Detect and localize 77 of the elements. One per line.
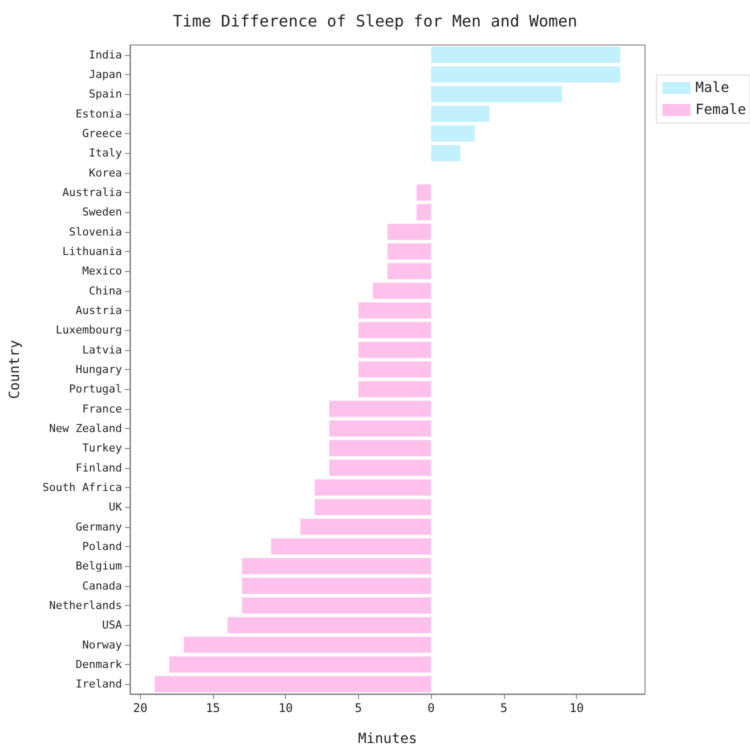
x-tick-label: 0 <box>428 701 435 715</box>
bar <box>271 538 432 555</box>
x-tick-label: 20 <box>132 701 148 715</box>
x-tick-label: 15 <box>206 701 220 715</box>
y-tick-label: Japan <box>88 68 122 81</box>
y-tick-label: Korea <box>88 166 122 180</box>
y-tick-label: Netherlands <box>49 599 122 612</box>
bar <box>416 204 432 220</box>
y-tick-label: Sweden <box>82 206 122 219</box>
x-tick-label: 5 <box>354 701 362 715</box>
bar <box>242 597 432 614</box>
bar <box>184 636 432 653</box>
y-tick-label: France <box>82 402 122 416</box>
y-tick-label: Luxembourg <box>56 324 122 337</box>
bar <box>388 243 432 260</box>
bar <box>154 676 432 692</box>
y-tick-label: Portugal <box>69 382 122 396</box>
bar <box>431 125 475 142</box>
bar <box>329 460 432 476</box>
chart-title: Time Difference of Sleep for Men and Women <box>172 12 578 30</box>
bar <box>431 66 620 83</box>
bar <box>329 400 432 417</box>
bar <box>358 302 432 319</box>
y-tick-label: Slovenia <box>69 225 122 238</box>
y-tick-label: Hungary <box>76 363 122 376</box>
bar <box>242 558 432 574</box>
bar <box>358 361 432 378</box>
bar <box>388 224 432 240</box>
y-tick-label: Canada <box>82 579 122 592</box>
bar <box>431 46 620 63</box>
y-tick-label: China <box>88 284 122 298</box>
y-tick-label: Lithuania <box>62 245 122 258</box>
bar <box>372 282 432 299</box>
x-tick-label: 10 <box>278 701 293 715</box>
y-tick-label: UK <box>108 500 122 514</box>
bar <box>242 578 432 594</box>
bar <box>358 381 432 398</box>
y-tick-label: Belgium <box>76 560 122 573</box>
y-tick-label: Spain <box>88 88 122 101</box>
bar <box>431 86 562 102</box>
y-axis-title: Country <box>7 340 23 400</box>
bar <box>431 106 490 122</box>
y-tick-label: Mexico <box>82 264 122 278</box>
bar <box>431 145 460 162</box>
y-tick-label: Ireland <box>76 678 122 691</box>
y-tick-label: Germany <box>76 520 122 534</box>
y-tick-label: Italy <box>88 146 122 160</box>
y-tick-label: Denmark <box>76 658 122 671</box>
y-tick-label: South Africa <box>42 481 122 494</box>
bar <box>329 440 432 456</box>
y-tick-label: Greece <box>82 127 122 140</box>
bar <box>329 420 432 437</box>
y-tick-label: Australia <box>62 186 122 199</box>
bar <box>300 518 432 535</box>
y-tick-label: India <box>88 48 122 62</box>
bar <box>314 499 432 516</box>
bar <box>388 263 432 280</box>
y-tick-label: Poland <box>82 540 122 553</box>
x-tick-label: 10 <box>569 701 584 715</box>
legend-label: Male <box>695 80 730 96</box>
y-tick-label: Norway <box>82 638 122 652</box>
x-axis-title: Minutes <box>358 731 418 747</box>
y-tick-label: Latvia <box>82 343 122 356</box>
bar <box>416 184 432 201</box>
y-tick-label: Turkey <box>82 442 122 455</box>
y-tick-label: USA <box>102 618 122 632</box>
y-tick-label: Austria <box>76 304 122 317</box>
bar <box>169 656 432 673</box>
bar <box>358 322 432 338</box>
bar <box>358 342 432 358</box>
legend-label: Female <box>695 102 746 118</box>
y-tick-label: Finland <box>76 461 122 474</box>
y-tick-label: Estonia <box>76 107 122 120</box>
y-tick-label: New Zealand <box>49 422 122 435</box>
bar <box>314 479 432 496</box>
x-tick-label: 5 <box>500 701 508 715</box>
bar <box>227 617 432 634</box>
